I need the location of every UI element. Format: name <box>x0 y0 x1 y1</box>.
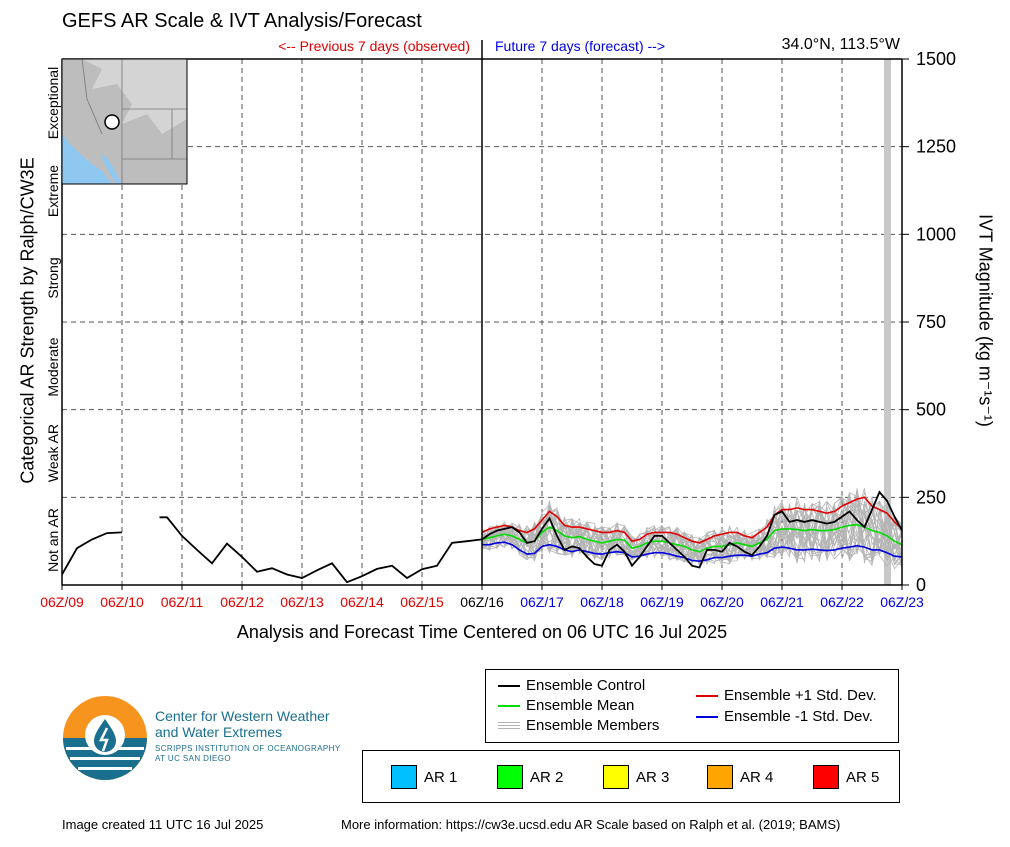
legend-control-label: Ensemble Control <box>526 677 646 694</box>
legend-mean: Ensemble Mean <box>498 697 634 714</box>
y-tick-label: 250 <box>916 487 946 507</box>
series-lines <box>61 490 903 584</box>
y-tick-label: 750 <box>916 312 946 332</box>
ar3-label: AR 3 <box>636 768 670 786</box>
ar-legend-item: AR 5 <box>813 765 879 789</box>
plot-frame <box>61 40 903 586</box>
legend-members-label: Ensemble Members <box>526 717 660 734</box>
x-tick-label: 06Z/18 <box>580 594 624 610</box>
ensemble-control-line <box>481 490 903 569</box>
shaded-band <box>884 59 891 585</box>
footer-more-info: More information: https://cw3e.ucsd.edu … <box>341 817 841 832</box>
y-tick-label: 1000 <box>916 224 956 244</box>
ar-legend-item: AR 1 <box>391 765 457 789</box>
ensemble-1-std-dev-line <box>481 496 903 544</box>
x-tick-label: 06Z/19 <box>640 594 684 610</box>
legend-control: Ensemble Control <box>498 677 645 694</box>
ar-scale-legend: AR 1 AR 2 AR 3 AR 4 AR 5 <box>362 750 900 803</box>
x-tick-label: 06Z/11 <box>161 594 204 610</box>
org-name: Center for Western Weather and Water Ext… <box>155 708 330 740</box>
ensemble-mean-line <box>481 523 903 553</box>
legend-control-swatch <box>498 684 520 687</box>
legend-mean-swatch <box>498 704 520 707</box>
ar-legend-item: AR 2 <box>497 765 563 789</box>
cw3e-logo-icon <box>63 696 147 780</box>
x-tick-label: 06Z/10 <box>100 594 144 610</box>
x-tick-label: 06Z/15 <box>400 594 444 610</box>
x-tick-label: 06Z/12 <box>220 594 264 610</box>
ar-legend-item: AR 4 <box>707 765 773 789</box>
series-legend: Ensemble Control Ensemble Mean Ensemble … <box>485 669 899 743</box>
legend-minus-std: Ensemble -1 Std. Dev. <box>696 708 873 725</box>
inset-map-frame <box>61 58 188 185</box>
y-tick-label: 1250 <box>916 137 956 157</box>
previous-days-label: <-- Previous 7 days (observed) <box>278 38 470 54</box>
chart-title: GEFS AR Scale & IVT Analysis/Forecast <box>62 10 422 32</box>
shaded-time-band <box>884 59 891 585</box>
ar2-label: AR 2 <box>530 768 564 786</box>
ensemble-member-line <box>481 503 903 566</box>
legend-minus-std-swatch <box>696 715 718 718</box>
ar1-swatch <box>391 765 417 789</box>
legend-plus-std-swatch <box>696 694 718 697</box>
x-tick-label: 06Z/16 <box>460 594 504 610</box>
inset-map <box>61 58 188 185</box>
org-subtitle: SCRIPPS INSTITUTION OF OCEANOGRAPHY AT U… <box>155 744 341 764</box>
ar5-swatch <box>813 765 839 789</box>
inset-map-terrain <box>62 59 187 184</box>
ar4-swatch <box>707 765 733 789</box>
legend-plus-std-label: Ensemble +1 Std. Dev. <box>724 687 877 704</box>
y-tick-label: 1500 <box>916 49 956 69</box>
ar5-label: AR 5 <box>846 768 880 786</box>
legend-minus-std-label: Ensemble -1 Std. Dev. <box>724 708 873 725</box>
ar1-label: AR 1 <box>424 768 458 786</box>
ensemble-member-line <box>481 501 903 565</box>
axis-ticks: 06Z/09 06Z/10 06Z/11 06Z/12 06Z/13 06Z/14 06Z/… <box>40 49 956 610</box>
ar-legend-item: AR 3 <box>603 765 669 789</box>
legend-mean-label: Ensemble Mean <box>526 697 635 714</box>
ensemble-member-line <box>481 500 903 565</box>
ensemble-member-line <box>481 488 903 564</box>
ensemble-member-line <box>481 488 903 566</box>
ivt-chart: 06Z/09 06Z/10 06Z/11 06Z/12 06Z/13 06Z/14 06Z/… <box>40 40 956 610</box>
x-tick-label: 06Z/22 <box>820 594 864 610</box>
org-sub-line1: SCRIPPS INSTITUTION OF OCEANOGRAPHY <box>155 744 341 753</box>
x-tick-label: 06Z/23 <box>880 594 924 610</box>
ensemble-control-line <box>159 516 483 584</box>
location-marker <box>104 114 120 130</box>
ensemble-member-line <box>481 502 903 565</box>
legend-members-swatch <box>498 725 520 726</box>
ar3-swatch <box>603 765 629 789</box>
y-tick-label: 0 <box>916 575 926 595</box>
inset-map-borders <box>81 58 187 184</box>
legend-plus-std: Ensemble +1 Std. Dev. <box>696 687 877 704</box>
x-tick-label: 06Z/09 <box>40 594 84 610</box>
x-axis-title: Analysis and Forecast Time Centered on 0… <box>236 622 728 642</box>
ensemble-member-line <box>481 503 903 570</box>
ensemble-member-line <box>481 497 903 561</box>
x-tick-label: 06Z/20 <box>700 594 744 610</box>
y-tick-label: 500 <box>916 400 946 420</box>
ensemble-1-std-dev-line <box>482 541 903 563</box>
org-name-line1: Center for Western Weather <box>155 708 330 724</box>
inset-map-ocean <box>62 134 112 184</box>
ar4-label: AR 4 <box>740 768 774 786</box>
org-sub-line2: AT UC SAN DIEGO <box>155 754 231 763</box>
x-tick-label: 06Z/17 <box>520 594 564 610</box>
inset-map-gulf <box>100 154 122 184</box>
future-days-label: Future 7 days (forecast) --> <box>495 38 666 54</box>
x-tick-label: 06Z/14 <box>340 594 384 610</box>
footer-created: Image created 11 UTC 16 Jul 2025 <box>62 817 264 832</box>
x-tick-label: 06Z/13 <box>280 594 324 610</box>
org-name-line2: and Water Extremes <box>155 724 283 740</box>
location-label: 34.0°N, 113.5°W <box>781 36 900 53</box>
ar2-swatch <box>497 765 523 789</box>
legend-members: Ensemble Members <box>498 717 659 734</box>
x-tick-label: 06Z/21 <box>760 594 804 610</box>
grid-lines <box>62 59 902 585</box>
ensemble-control-line <box>61 531 123 575</box>
